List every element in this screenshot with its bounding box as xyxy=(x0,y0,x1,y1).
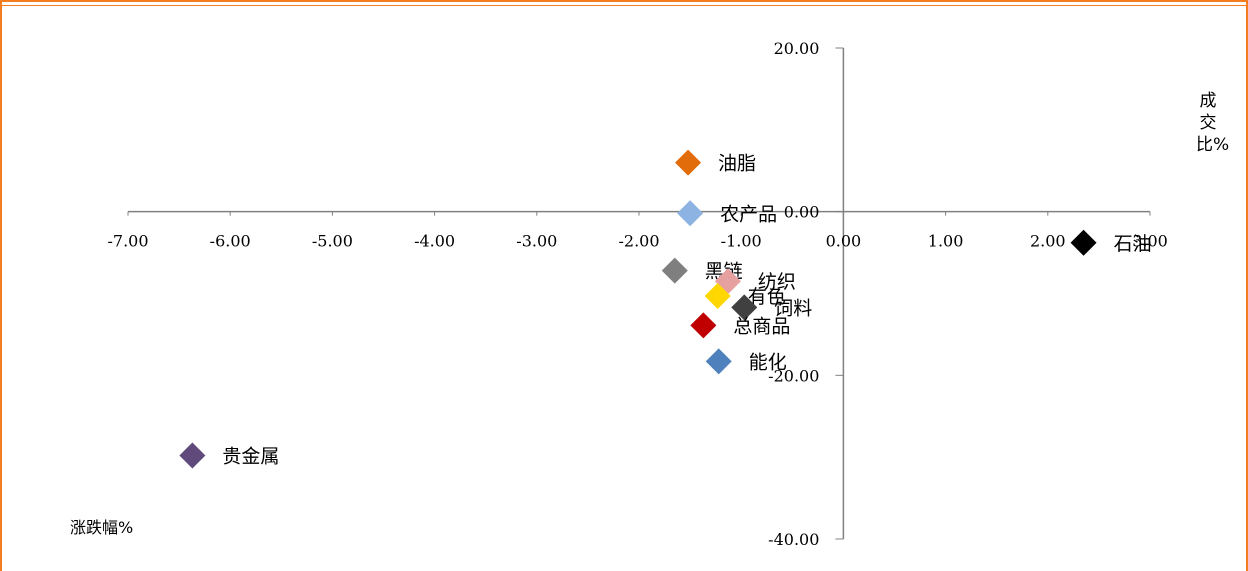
x-tick-label: -6.00 xyxy=(210,232,251,251)
x-tick-label: 0.00 xyxy=(826,232,862,251)
data-point-label: 纺织 xyxy=(758,271,796,293)
data-point-label: 能化 xyxy=(749,351,787,373)
x-tick-label: 3.00 xyxy=(1132,232,1168,251)
y-tick-label: -20.00 xyxy=(768,366,819,385)
data-point-label: 农产品 xyxy=(720,203,777,225)
data-point-label: 石油 xyxy=(1114,233,1152,255)
x-tick-label: -1.00 xyxy=(721,232,762,251)
y-tick-label: 20.00 xyxy=(774,39,820,58)
y-tick-label: 0.00 xyxy=(784,203,820,222)
data-point-marker xyxy=(661,257,688,284)
x-tick-label: -3.00 xyxy=(516,232,557,251)
data-point-marker xyxy=(1070,229,1097,256)
x-tick-label: -2.00 xyxy=(618,232,659,251)
data-point-marker xyxy=(704,282,731,309)
data-point-label: 总商品 xyxy=(733,315,790,337)
y-axis-label: 成交比% xyxy=(1196,91,1230,155)
x-tick-label: -7.00 xyxy=(107,232,148,251)
data-point-marker xyxy=(675,149,702,176)
data-point-marker xyxy=(179,442,206,469)
x-tick-label: 1.00 xyxy=(928,232,964,251)
data-point-label: 油脂 xyxy=(718,153,756,175)
data-point-marker xyxy=(677,200,704,227)
data-point-marker xyxy=(705,348,732,375)
data-point-marker xyxy=(731,294,758,321)
y-tick-label: -40.00 xyxy=(768,530,819,549)
data-point-marker xyxy=(690,312,717,339)
axes xyxy=(127,47,1151,540)
x-tick-label: 2.00 xyxy=(1030,232,1066,251)
data-point-label: 贵金属 xyxy=(222,446,279,468)
tick-labels: -7.00 -6.00 -5.00 -4.00 -3.00 -2.00 -1.00 0.00 1… xyxy=(107,39,1167,549)
x-axis-label: 涨跌幅% xyxy=(70,518,134,537)
data-point-label: 有色 xyxy=(748,286,786,308)
data-point-label: 饲料 xyxy=(774,297,812,319)
x-tick-label: -5.00 xyxy=(312,232,353,251)
x-tick-label: -4.00 xyxy=(414,232,455,251)
